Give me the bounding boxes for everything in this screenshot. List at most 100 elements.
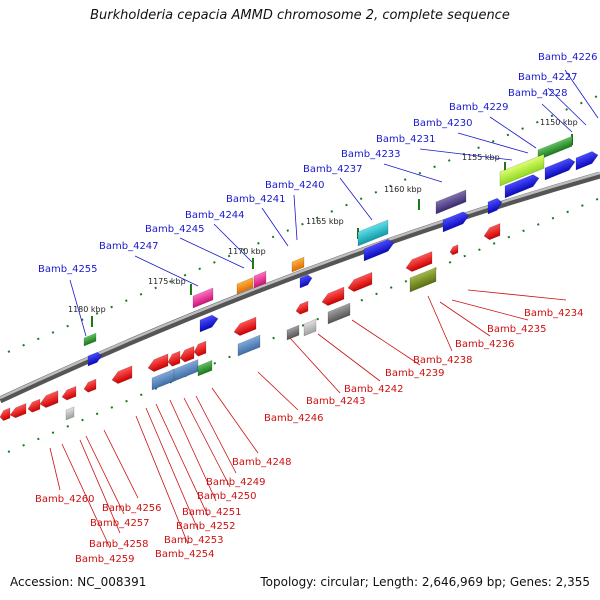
reverse-gene-label: Bamb_4239 (385, 368, 445, 379)
forward-leader-line (547, 87, 587, 126)
figure-title: Burkholderia cepacia AMMD chromosome 2, … (90, 8, 510, 23)
reverse-gene-glyph (27, 398, 41, 413)
forward-leader-line (261, 207, 289, 247)
reverse-leader-line (427, 295, 453, 352)
reverse-gene-label: Bamb_4234 (524, 308, 584, 319)
reverse-gene-glyph (321, 286, 345, 306)
reverse-leader-line (289, 337, 341, 394)
reverse-leader-line (257, 371, 299, 411)
reverse-leader-line (169, 399, 217, 502)
reverse-gene-label: Bamb_4238 (413, 355, 473, 366)
reverse-leader-line (155, 403, 209, 517)
forward-gene-label: Bamb_4247 (99, 241, 159, 252)
reverse-gene-label: Bamb_4246 (264, 413, 324, 424)
forward-leader-line (69, 279, 87, 337)
forward-leader-line (489, 116, 537, 149)
reverse-gene-glyph (147, 353, 169, 372)
reverse-leader-line (145, 407, 199, 531)
forward-gene-glyph (192, 287, 214, 309)
reverse-gene-label: Bamb_4258 (89, 539, 149, 550)
reverse-leader-line (317, 333, 381, 382)
forward-gene-label: Bamb_4240 (265, 180, 325, 191)
forward-leader-line (293, 194, 298, 241)
reverse-gene-glyph (9, 403, 27, 419)
forward-gene-glyph (442, 211, 470, 233)
forward-gene-glyph (544, 157, 576, 181)
reverse-gene-label: Bamb_4235 (487, 324, 547, 335)
forward-leader-line (541, 103, 573, 133)
forward-gene-label: Bamb_4230 (413, 118, 473, 129)
forward-leader-line (383, 163, 443, 183)
forward-gene-label: Bamb_4255 (38, 264, 98, 275)
reverse-leader-line (467, 289, 567, 301)
forward-leader-line (213, 223, 253, 263)
forward-gene-glyph (291, 256, 305, 273)
forward-gene-glyph (363, 238, 395, 262)
scale-tick-label: 1180 kbp (68, 305, 106, 314)
forward-leader-line (339, 177, 373, 221)
forward-gene-label: Bamb_4245 (145, 224, 205, 235)
reverse-gene-glyph (179, 345, 195, 363)
reverse-gene-glyph (449, 244, 459, 256)
reverse-gene-glyph (233, 316, 257, 336)
reverse-gene-label: Bamb_4251 (182, 507, 242, 518)
forward-gene-label: Bamb_4233 (341, 149, 401, 160)
reverse-gene-label: Bamb_4256 (102, 503, 162, 514)
reverse-gene-glyph (65, 406, 75, 421)
reverse-gene-label: Bamb_4243 (306, 396, 366, 407)
accession-text: Accession: NC_008391 (10, 575, 147, 589)
reverse-leader-line (79, 439, 121, 534)
forward-gene-label: Bamb_4226 (538, 52, 598, 63)
forward-leader-line (134, 255, 199, 287)
reverse-gene-glyph (151, 368, 175, 391)
reverse-gene-glyph (303, 318, 317, 337)
reverse-leader-line (183, 397, 231, 488)
forward-leader-line (419, 148, 513, 161)
reverse-leader-line (61, 443, 111, 549)
reverse-gene-glyph (347, 271, 373, 292)
scale-tick-label: 1160 kbp (384, 185, 422, 194)
reverse-gene-label: Bamb_4257 (90, 518, 150, 529)
scale-tick-label: 1165 kbp (306, 217, 344, 226)
scale-tick-label: 1170 kbp (228, 247, 266, 256)
forward-gene-label: Bamb_4241 (226, 194, 286, 205)
reverse-gene-glyph (237, 334, 261, 357)
forward-gene-glyph (253, 270, 267, 289)
reverse-gene-label: Bamb_4253 (164, 535, 224, 546)
reverse-gene-label: Bamb_4248 (232, 457, 292, 468)
scale-tick-label: 1175 kbp (148, 277, 186, 286)
reverse-leader-line (103, 429, 139, 499)
forward-gene-label: Bamb_4229 (449, 102, 509, 113)
reverse-leader-line (85, 435, 125, 515)
scale-tick-label: 1150 kbp (540, 118, 578, 127)
reverse-gene-glyph (39, 390, 59, 408)
reverse-leader-line (211, 387, 259, 454)
forward-gene-label: Bamb_4228 (508, 88, 568, 99)
reverse-gene-glyph (405, 251, 433, 272)
forward-gene-glyph (487, 197, 503, 215)
forward-gene-glyph (357, 219, 389, 247)
forward-gene-glyph (499, 153, 545, 187)
reverse-leader-line (135, 415, 189, 545)
scale-tick-label: 1155 kbp (462, 153, 500, 162)
forward-gene-glyph (435, 189, 467, 215)
reverse-gene-glyph (111, 365, 133, 384)
reverse-leader-line (351, 319, 421, 366)
forward-gene-label: Bamb_4227 (518, 72, 578, 83)
forward-gene-label: Bamb_4237 (303, 164, 363, 175)
reverse-gene-label: Bamb_4242 (344, 384, 404, 395)
reverse-gene-glyph (483, 223, 501, 241)
reverse-gene-glyph (197, 359, 213, 377)
forward-gene-glyph (299, 274, 313, 289)
forward-leader-line (564, 69, 599, 119)
forward-gene-glyph (236, 277, 254, 295)
reverse-gene-label: Bamb_4249 (206, 477, 266, 488)
reverse-gene-label: Bamb_4236 (455, 339, 515, 350)
forward-gene-label: Bamb_4244 (185, 210, 245, 221)
genome-backbone (0, 171, 600, 404)
reverse-gene-glyph (167, 350, 181, 367)
forward-leader-line (179, 237, 245, 269)
forward-leader-line (457, 132, 529, 154)
reverse-gene-glyph (0, 407, 11, 421)
